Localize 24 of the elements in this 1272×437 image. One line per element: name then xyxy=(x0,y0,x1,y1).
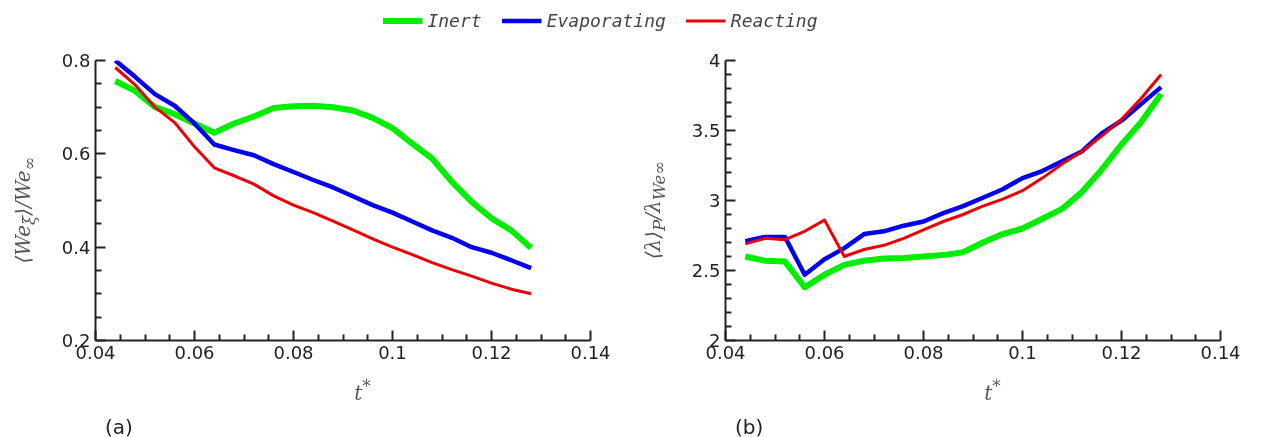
x-tick-label: 0.1 xyxy=(1008,341,1037,363)
x-tick-label: 0.14 xyxy=(570,341,611,363)
y-tick-label: 0.4 xyxy=(61,236,91,258)
x-tick-label: 0.14 xyxy=(1200,341,1241,363)
x-tick-label: 0.06 xyxy=(174,341,215,363)
legend-label: Evaporating xyxy=(546,9,666,31)
y-tick-label: 2.5 xyxy=(691,260,721,281)
x-tick-label: 0.1 xyxy=(378,341,407,363)
x-axis-title: t$^{*}$ xyxy=(983,376,1002,407)
y-tick-label: 4 xyxy=(709,50,721,71)
y-tick-label: 0.8 xyxy=(61,50,91,71)
x-tick-label: 0.12 xyxy=(471,341,512,363)
x-tick-label: 0.06 xyxy=(804,341,845,363)
legend-label: Inert xyxy=(427,9,482,31)
x-tick-label: 0.08 xyxy=(903,341,944,363)
text: (a) xyxy=(104,414,133,437)
x-tick-label: 0.08 xyxy=(273,341,314,363)
x-tick-label: 0.12 xyxy=(1101,341,1142,363)
x-axis-title: t$^{*}$ xyxy=(353,376,372,407)
text: (b) xyxy=(734,414,764,437)
y-tick-label: 0.6 xyxy=(61,143,91,165)
legend-label: Reacting xyxy=(730,9,818,31)
y-tick-label: 3 xyxy=(709,190,721,211)
y-tick-label: 3.5 xyxy=(691,120,721,141)
